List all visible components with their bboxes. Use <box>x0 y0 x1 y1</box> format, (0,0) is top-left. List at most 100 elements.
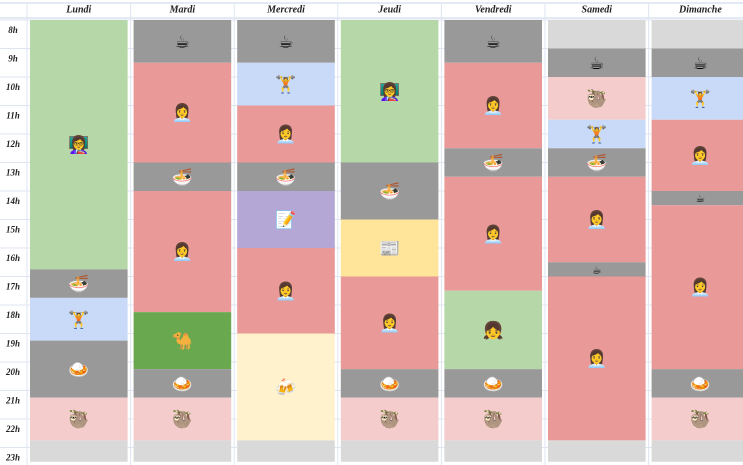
schedule-block <box>548 119 646 149</box>
hour-label: 18h <box>6 310 20 320</box>
block-icon: ☕ <box>589 54 604 74</box>
block-icon: 👩‍💼 <box>586 348 607 369</box>
block-icon: 🍛 <box>68 360 89 380</box>
schedule-block <box>133 62 232 163</box>
hour-label: 22h <box>5 424 20 434</box>
hour-label: 14h <box>6 196 20 206</box>
day-label: Mardi <box>169 4 196 15</box>
block-icon: ☕ <box>592 264 601 276</box>
block-icon: 🍛 <box>172 374 193 394</box>
block-icon: ☕ <box>278 32 293 52</box>
schedule-block <box>444 440 542 462</box>
hour-label: 8h <box>8 25 18 35</box>
hour-label: 15h <box>6 225 20 235</box>
block-icon: 🍜 <box>483 154 504 174</box>
schedule-block <box>651 77 743 120</box>
block-icon: 🦥 <box>379 409 400 430</box>
day-label: Samedi <box>582 4 613 15</box>
schedule-block <box>30 20 128 270</box>
schedule-block <box>237 248 335 334</box>
schedule-block <box>340 276 439 370</box>
schedule-block <box>444 176 542 291</box>
block-icon: ☕ <box>696 193 705 205</box>
schedule-block <box>651 191 743 206</box>
block-icon: ☕ <box>486 32 501 52</box>
block-icon: 👩‍💼 <box>483 224 504 245</box>
block-icon: 🏋️ <box>275 74 296 95</box>
schedule-block <box>548 176 646 263</box>
block-icon: 👩‍💼 <box>172 242 193 263</box>
schedule-block <box>548 20 646 49</box>
day-label: Mercredi <box>266 4 305 15</box>
block-icon: 🦥 <box>586 88 607 109</box>
hour-label: 19h <box>6 339 20 349</box>
hour-label: 17h <box>6 282 20 292</box>
schedule-block <box>237 333 335 441</box>
day-label: Jeudi <box>377 4 401 15</box>
schedule-block <box>444 397 542 441</box>
block-icon: ☕ <box>175 32 190 52</box>
block-icon: 👩‍🏫 <box>68 135 89 156</box>
hour-label: 10h <box>6 82 20 92</box>
hour-label: 21h <box>5 396 20 406</box>
block-icon: 🦥 <box>483 409 504 430</box>
block-icon: 🍻 <box>275 378 296 398</box>
schedule-block <box>548 77 646 120</box>
schedule-block <box>237 62 335 106</box>
block-icon: 👩‍💼 <box>483 96 504 117</box>
block-icon: 📰 <box>379 239 400 259</box>
schedule-block <box>30 269 128 298</box>
schedule-block <box>30 440 128 462</box>
block-icon: 🏋️ <box>68 309 89 330</box>
schedule-block <box>340 20 439 163</box>
hour-label: 16h <box>6 253 20 263</box>
schedule-block <box>548 48 646 77</box>
block-icon: 🍛 <box>690 374 711 394</box>
schedule-block <box>651 440 743 462</box>
block-icon: 👩‍💼 <box>690 145 711 166</box>
schedule-block <box>444 290 542 370</box>
block-icon: 🍜 <box>586 154 607 174</box>
block-icon: 🍜 <box>68 275 89 295</box>
block-icon: 👩‍💼 <box>172 103 193 124</box>
day-label: Vendredi <box>475 4 512 15</box>
day-label: Lundi <box>65 4 91 15</box>
hour-label: 20h <box>5 367 20 377</box>
schedule-block <box>548 262 646 277</box>
block-icon: 🍛 <box>483 374 504 394</box>
block-icon: 🏋️ <box>690 88 711 109</box>
hour-label: 9h <box>8 54 18 64</box>
block-icon: 👩‍💼 <box>586 210 607 231</box>
block-icon: 👩‍💼 <box>275 281 296 302</box>
schedule-block <box>340 440 439 462</box>
schedule-block <box>133 312 232 370</box>
block-icon: 🦥 <box>690 409 711 430</box>
schedule-block <box>340 219 439 277</box>
hour-label: 11h <box>6 111 20 121</box>
schedule-block <box>133 397 232 441</box>
block-icon: 🦥 <box>68 409 89 430</box>
schedule-block <box>651 397 743 441</box>
hour-label: 13h <box>6 168 20 178</box>
block-icon: 🏋️ <box>586 124 607 145</box>
schedule-block <box>651 369 743 398</box>
schedule-block <box>237 162 335 191</box>
day-label: Dimanche <box>678 4 722 15</box>
schedule-block <box>651 205 743 370</box>
schedule-block <box>340 369 439 398</box>
block-icon: 👩‍💼 <box>690 277 711 298</box>
hour-label: 23h <box>5 453 20 463</box>
block-icon: 🍛 <box>379 374 400 394</box>
block-icon: 🍜 <box>172 168 193 188</box>
schedule-block <box>237 20 335 63</box>
block-icon: 👧 <box>483 320 504 341</box>
schedule-block <box>237 440 335 462</box>
schedule-block <box>548 148 646 177</box>
block-icon: ☕ <box>693 54 708 74</box>
block-icon: 🍜 <box>379 182 400 202</box>
block-icon: 🦥 <box>172 409 193 430</box>
schedule-block <box>237 105 335 163</box>
schedule-block <box>30 340 128 398</box>
